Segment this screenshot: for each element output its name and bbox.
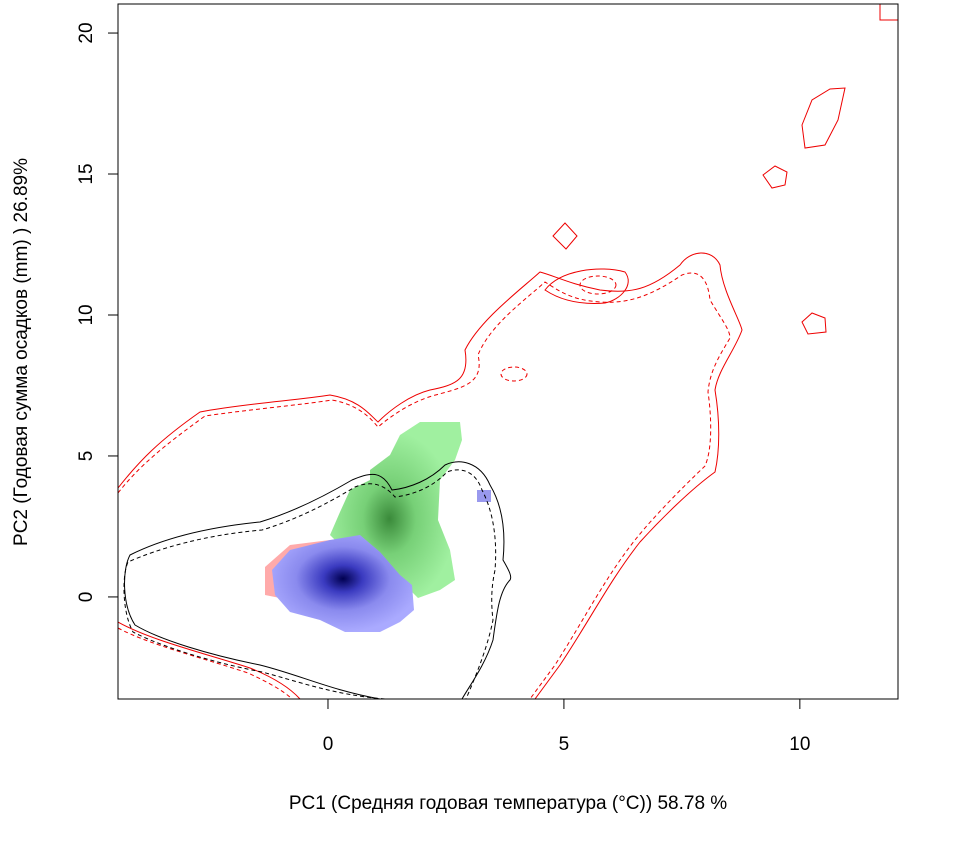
contour-red-lower: [118, 621, 301, 699]
contour-red-inner: [579, 275, 617, 295]
x-tick-label: 0: [323, 734, 334, 755]
y-tick-label: 10: [76, 304, 97, 325]
contour-red: [118, 252, 743, 699]
contour-red-lower-dashed: [118, 627, 293, 699]
x-axis-label: PC1 (Средняя годовая температура (°C)) 5…: [289, 793, 727, 814]
contour-black: [124, 461, 512, 699]
density-green: [330, 422, 462, 598]
y-tick-label: 5: [76, 451, 97, 462]
density-blue: [272, 535, 414, 632]
plot-frame: [117, 3, 899, 700]
contour-red-blob: [552, 222, 578, 250]
contour-red-blob: [801, 312, 827, 335]
density-blue-dot: [477, 490, 491, 502]
y-tick-label: 15: [76, 163, 97, 184]
contour-red-blob: [762, 165, 788, 189]
contour-red-corner: [879, 4, 898, 21]
contour-red-blob: [801, 87, 846, 149]
y-tick-label: 20: [76, 22, 97, 43]
contour-black-dashed: [123, 469, 497, 699]
y-tick-label: 0: [76, 592, 97, 603]
contour-red-loop: [544, 268, 629, 304]
x-tick-label: 10: [789, 734, 810, 755]
x-tick-label: 5: [559, 734, 570, 755]
density-layer: [118, 4, 898, 699]
y-axis-label: PC2 (Годовая сумма осадков (mm) ) 26.89%: [11, 158, 32, 546]
contour-red-small: [500, 366, 528, 382]
